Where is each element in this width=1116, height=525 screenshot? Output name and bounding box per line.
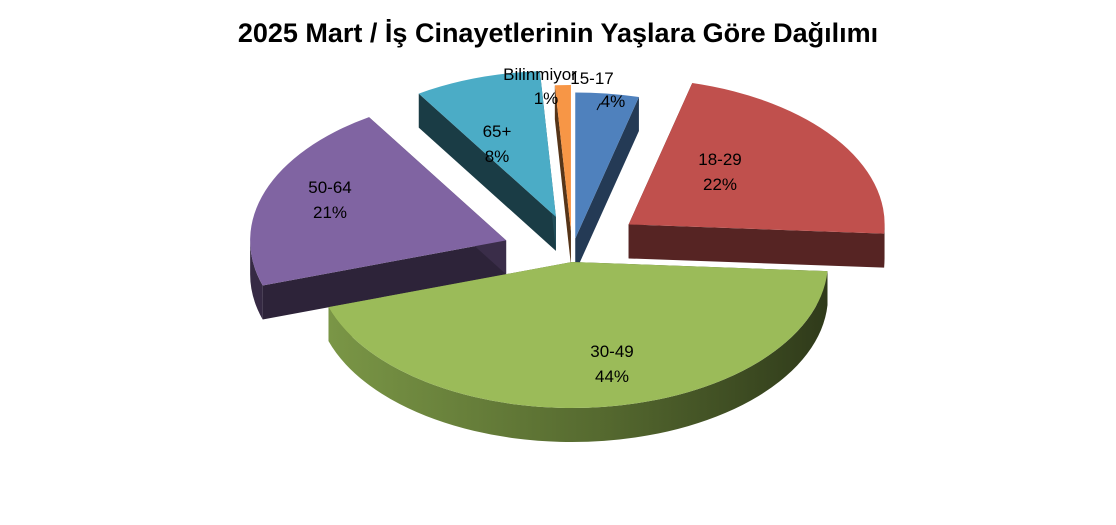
pie-slice-30-49	[328, 262, 828, 442]
pie-slice-rim	[884, 224, 885, 268]
slice-label-15-17: 15-17	[570, 69, 613, 88]
pie-slice-top	[628, 83, 885, 234]
slice-value-65-: 8%	[485, 147, 510, 166]
slices-layer	[250, 71, 885, 442]
pie-slice-wall	[575, 97, 639, 273]
pie-slice-wall	[554, 85, 571, 265]
slice-label-30-49: 30-49	[590, 342, 633, 361]
pie-slice-rim	[328, 271, 828, 442]
pie-slice-65-	[418, 71, 556, 251]
pie-slice-top	[554, 84, 571, 231]
slice-value-30-49: 44%	[595, 367, 629, 386]
chart-title: 2025 Mart / İş Cinayetlerinin Yaşlara Gö…	[237, 18, 879, 48]
pie-slice-wall	[262, 240, 507, 320]
pie-slice-15-17	[575, 92, 639, 273]
pie-slice-top	[250, 117, 507, 286]
pie-slice-top	[575, 92, 639, 239]
pie-slice-top	[328, 262, 828, 408]
labels-layer: 15-17 4% 18-29 22% 30-49 44% 50-64 21% 65+ 8% Bili…	[308, 65, 741, 386]
slice-label-65-: 65+	[483, 122, 512, 141]
slice-label-bilinmiyor: Bilinmiyor	[503, 65, 577, 84]
slice-value-18-29: 22%	[703, 175, 737, 194]
pie-slice-top	[418, 71, 556, 217]
slice-label-18-29: 18-29	[698, 150, 741, 169]
leader-line-15-17	[596, 103, 606, 111]
slice-value-bilinmiyor: 1%	[534, 89, 559, 108]
slice-value-15-17: 4%	[601, 92, 626, 111]
slice-label-50-64: 50-64	[308, 178, 351, 197]
pie-slice-50-64	[250, 117, 507, 320]
pie-slice-rim	[250, 240, 263, 320]
pie-slice-wall	[628, 224, 885, 268]
pie-slice-bilinmiyor	[554, 84, 571, 265]
pie-slice-18-29	[628, 83, 885, 268]
slice-value-50-64: 21%	[313, 203, 347, 222]
pie-slice-wall	[418, 93, 556, 251]
